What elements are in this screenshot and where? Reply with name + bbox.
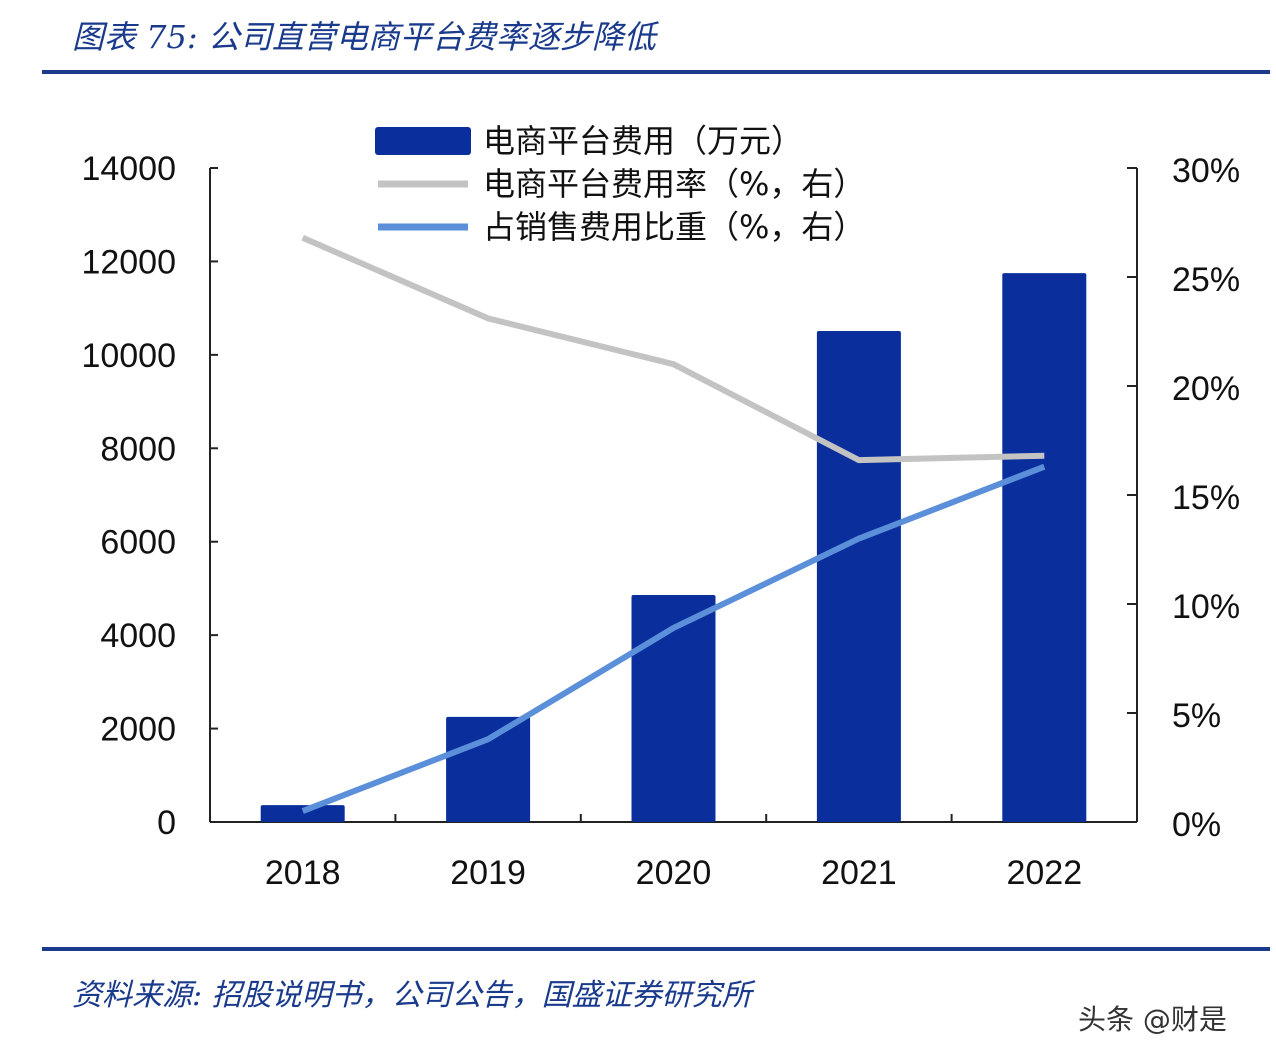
right-tick-label: 30%	[1172, 152, 1240, 190]
x-tick-label: 2022	[1006, 854, 1082, 892]
legend-label: 占销售费用比重（%，右）	[483, 208, 865, 246]
bar-2019	[446, 716, 531, 822]
left-tick-label: 10000	[81, 337, 176, 375]
figure-title: 图表 75: 公司直营电商平台费率逐步降低	[72, 18, 656, 56]
right-tick-label: 0%	[1172, 806, 1221, 844]
left-tick-label: 14000	[81, 150, 176, 188]
legend-label: 电商平台费用（万元）	[483, 122, 803, 160]
right-tick-label: 20%	[1172, 370, 1240, 408]
source-note: 资料来源: 招股说明书，公司公告，国盛证券研究所	[72, 978, 752, 1013]
bar-2020	[631, 594, 716, 822]
left-tick-label: 4000	[100, 617, 176, 655]
left-tick-label: 2000	[100, 711, 176, 749]
left-tick-label: 0	[157, 804, 176, 842]
bar-2022	[1002, 273, 1087, 822]
right-tick-label: 15%	[1172, 479, 1240, 517]
line-series-1	[301, 235, 1045, 464]
x-tick-label: 2020	[636, 854, 712, 892]
right-tick-label: 10%	[1172, 588, 1240, 626]
legend-label: 电商平台费用率（%，右）	[483, 165, 865, 203]
legend-swatch-bar	[375, 127, 471, 155]
right-tick-label: 25%	[1172, 261, 1240, 299]
left-tick-label: 6000	[100, 524, 176, 562]
bottom-rule	[42, 947, 1270, 951]
bar-2018	[260, 805, 345, 822]
x-tick-label: 2018	[265, 854, 341, 892]
bar-2021	[816, 331, 901, 822]
left-tick-label: 12000	[81, 243, 176, 281]
watermark: 头条 @财是	[1078, 1003, 1227, 1036]
left-tick-label: 8000	[100, 430, 176, 468]
right-tick-label: 5%	[1172, 697, 1221, 735]
x-tick-label: 2019	[450, 854, 526, 892]
x-tick-label: 2021	[821, 854, 897, 892]
top-rule	[42, 70, 1270, 74]
